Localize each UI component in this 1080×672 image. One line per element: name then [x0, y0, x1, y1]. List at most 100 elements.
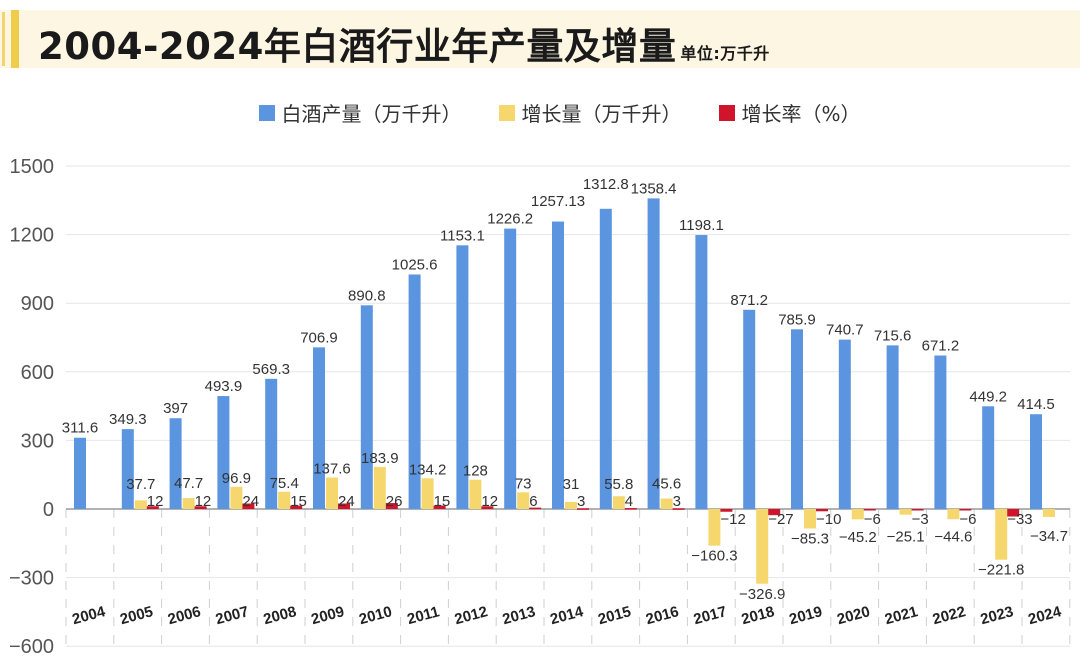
x-tick-label: 2011 [405, 603, 441, 628]
data-label: 449.2 [969, 388, 1007, 405]
bar-increase [995, 509, 1008, 560]
data-label: 706.9 [300, 329, 338, 346]
bar-growth-rate [863, 509, 876, 511]
bar-growth-rate [624, 508, 637, 510]
bar-increase [326, 477, 338, 509]
bar-growth-rate [385, 503, 398, 509]
bar-growth-rate [816, 509, 828, 512]
data-label: 128 [463, 463, 488, 480]
data-label: 183.9 [361, 450, 399, 467]
x-tick-label: 2005 [118, 603, 155, 628]
legend-item: 白酒产量（万千升） [259, 98, 461, 127]
chart-title: 2004-2024年白酒行业年产量及增量 单位:万千升 [38, 16, 770, 70]
bar-production [74, 437, 86, 509]
bar-production [743, 309, 756, 509]
data-label: 75.4 [270, 475, 299, 492]
data-label: 24 [338, 493, 355, 510]
bar-increase [851, 509, 864, 520]
data-label: 96.9 [222, 470, 251, 487]
bar-production [360, 305, 373, 509]
bar-increase [660, 498, 673, 509]
bar-production [695, 235, 708, 509]
bar-increase [517, 492, 530, 509]
data-label: −3 [912, 511, 929, 528]
data-label: 31 [563, 476, 580, 493]
data-label: 671.2 [922, 338, 960, 355]
data-label: 414.5 [1017, 396, 1055, 413]
unit-label: 单位:万千升 [680, 44, 770, 63]
y-tick-label: −300 [9, 568, 54, 590]
bar-increase [134, 500, 147, 509]
x-tick-label: 2009 [309, 603, 346, 628]
bar-growth-rate [959, 509, 972, 511]
data-label: 55.8 [604, 476, 633, 493]
data-label: 12 [195, 493, 212, 510]
bar-increase [1043, 509, 1055, 517]
data-label: 1226.2 [487, 211, 533, 228]
data-label: 1153.1 [440, 227, 485, 244]
bar-production [791, 329, 803, 509]
bar-increase [612, 496, 625, 509]
bar-increase [230, 486, 243, 509]
data-label: 12 [481, 493, 498, 510]
data-label: 45.6 [652, 476, 681, 493]
y-tick-label: 1200 [10, 225, 55, 247]
bar-production [886, 345, 899, 509]
data-label: 1025.6 [392, 256, 438, 273]
bar-production [456, 245, 469, 509]
bar-growth-rate [481, 506, 494, 509]
data-label: 26 [386, 493, 403, 510]
x-tick-label: 2017 [692, 603, 729, 628]
x-tick-label: 2019 [787, 603, 824, 628]
y-tick-label: −600 [9, 636, 54, 658]
title-banner [0, 10, 1080, 68]
x-tick-label: 2014 [548, 603, 585, 628]
bar-growth-rate [194, 506, 207, 509]
bar-production [934, 355, 947, 509]
y-tick-label: 300 [21, 430, 54, 452]
bar-production [982, 406, 995, 509]
data-label: 397 [163, 400, 188, 417]
data-label: 3 [673, 493, 681, 510]
data-label: 740.7 [826, 322, 864, 339]
bar-production [217, 396, 230, 509]
data-label: 134.2 [409, 461, 447, 478]
legend: 白酒产量（万千升） 增长量（万千升） 增长率（%） [0, 98, 1080, 127]
bar-increase [278, 491, 291, 509]
bar-production [408, 274, 421, 509]
data-label: 311.6 [62, 420, 98, 437]
bar-growth-rate [242, 503, 255, 509]
bar-growth-rate [577, 508, 589, 510]
x-tick-label: 2004 [70, 603, 107, 628]
data-label: 785.9 [778, 311, 816, 328]
data-label: 15 [434, 493, 451, 510]
x-tick-label: 2016 [644, 603, 681, 628]
data-label: −6 [864, 511, 881, 528]
data-label: 24 [242, 493, 259, 510]
data-label: 890.8 [348, 287, 386, 304]
data-label: 6 [529, 493, 537, 510]
bar-growth-rate [768, 509, 781, 516]
x-tick-label: 2010 [357, 603, 394, 628]
data-label: 1198.1 [679, 217, 724, 234]
data-label: 715.6 [874, 327, 912, 344]
bar-increase [708, 509, 721, 546]
legend-swatch [259, 104, 276, 121]
data-label: 349.3 [109, 411, 147, 428]
data-label: −45.2 [839, 529, 877, 546]
data-label: −85.3 [791, 531, 829, 548]
x-tick-label: 2023 [979, 603, 1016, 628]
x-tick-label: 2018 [740, 603, 777, 628]
legend-swatch [719, 104, 736, 121]
data-label: −27 [768, 511, 793, 528]
data-label: −160.3 [691, 548, 737, 565]
bar-increase [565, 501, 577, 509]
title-text: 2004-2024年白酒行业年产量及增量 [38, 25, 677, 68]
bar-increase [373, 466, 386, 509]
legend-item: 增长率（%） [719, 98, 861, 127]
data-label: −6 [959, 511, 976, 528]
data-label: −25.1 [887, 529, 925, 546]
data-label: 1358.4 [631, 180, 677, 197]
bar-increase [469, 479, 482, 509]
data-label: 871.2 [730, 292, 768, 309]
